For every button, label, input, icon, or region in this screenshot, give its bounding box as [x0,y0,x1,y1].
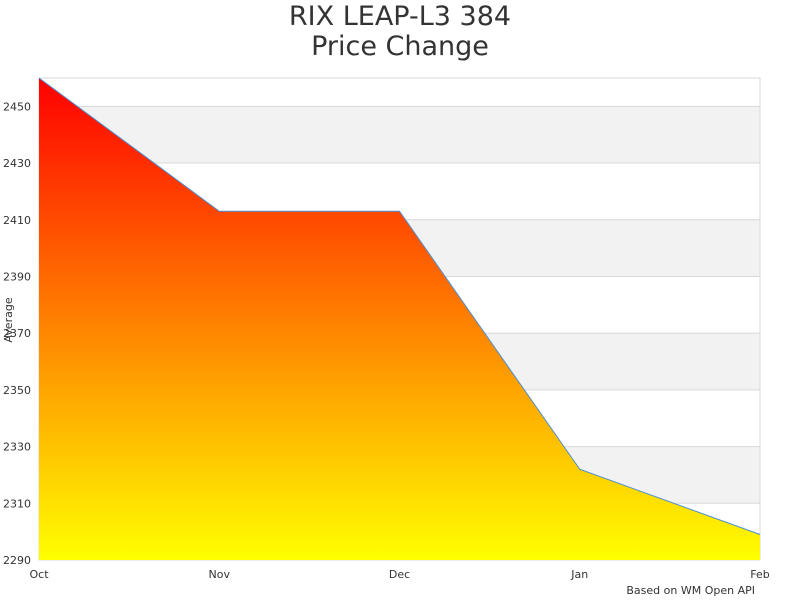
x-tick-label: Dec [389,568,410,581]
x-tick-label: Nov [209,568,231,581]
x-tick-label: Feb [750,568,769,581]
x-axis-ticks: Oct Nov Dec Jan Feb [29,568,769,581]
y-tick-label: 2330 [3,441,31,454]
y-tick-label: 2370 [3,327,31,340]
credit-text: Based on WM Open API [626,584,755,597]
chart-title-line-1: RIX LEAP-L3 384 [288,1,512,32]
y-tick-label: 2290 [3,554,31,567]
y-tick-label: 2390 [3,270,31,283]
chart-title: RIX LEAP-L3 384 Price Change [0,2,800,62]
y-tick-label: 2310 [3,497,31,510]
plot-band [39,106,760,164]
chart-title-line-2: Price Change [311,31,489,62]
x-tick-label: Oct [29,568,49,581]
series-line [38,77,761,535]
x-tick-label: Jan [570,568,588,581]
y-tick-label: 2410 [3,214,31,227]
y-axis-label: Average [2,297,15,342]
y-axis-ticks: 2290 2310 2330 2350 2370 2390 2410 2430 2450 [3,100,31,567]
y-tick-label: 2430 [3,157,31,170]
area-fill [39,78,760,560]
y-tick-label: 2350 [3,384,31,397]
y-tick-label: 2450 [3,100,31,113]
